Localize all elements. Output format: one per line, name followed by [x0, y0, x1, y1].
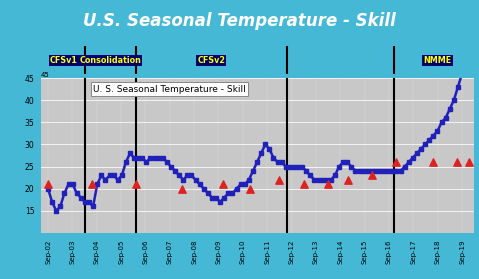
Point — [44, 182, 52, 187]
Point — [453, 160, 461, 164]
Point — [324, 182, 332, 187]
Text: U. S. Seasonal Temperature - Skill: U. S. Seasonal Temperature - Skill — [93, 85, 246, 94]
Text: 45: 45 — [41, 72, 49, 78]
Point — [88, 182, 96, 187]
Point — [368, 173, 376, 178]
Text: CFSv2: CFSv2 — [197, 56, 225, 65]
Text: CFSv1: CFSv1 — [50, 56, 78, 65]
Point — [219, 182, 227, 187]
Point — [300, 182, 308, 187]
Point — [429, 160, 437, 164]
Text: NMME: NMME — [423, 56, 452, 65]
Point — [178, 186, 186, 191]
Text: Consolidation: Consolidation — [79, 56, 141, 65]
Text: U.S. Seasonal Temperature - Skill: U.S. Seasonal Temperature - Skill — [83, 13, 396, 30]
Point — [466, 160, 473, 164]
Point — [344, 178, 352, 182]
Point — [275, 178, 283, 182]
Point — [132, 182, 139, 187]
Point — [246, 186, 254, 191]
Point — [392, 160, 400, 164]
